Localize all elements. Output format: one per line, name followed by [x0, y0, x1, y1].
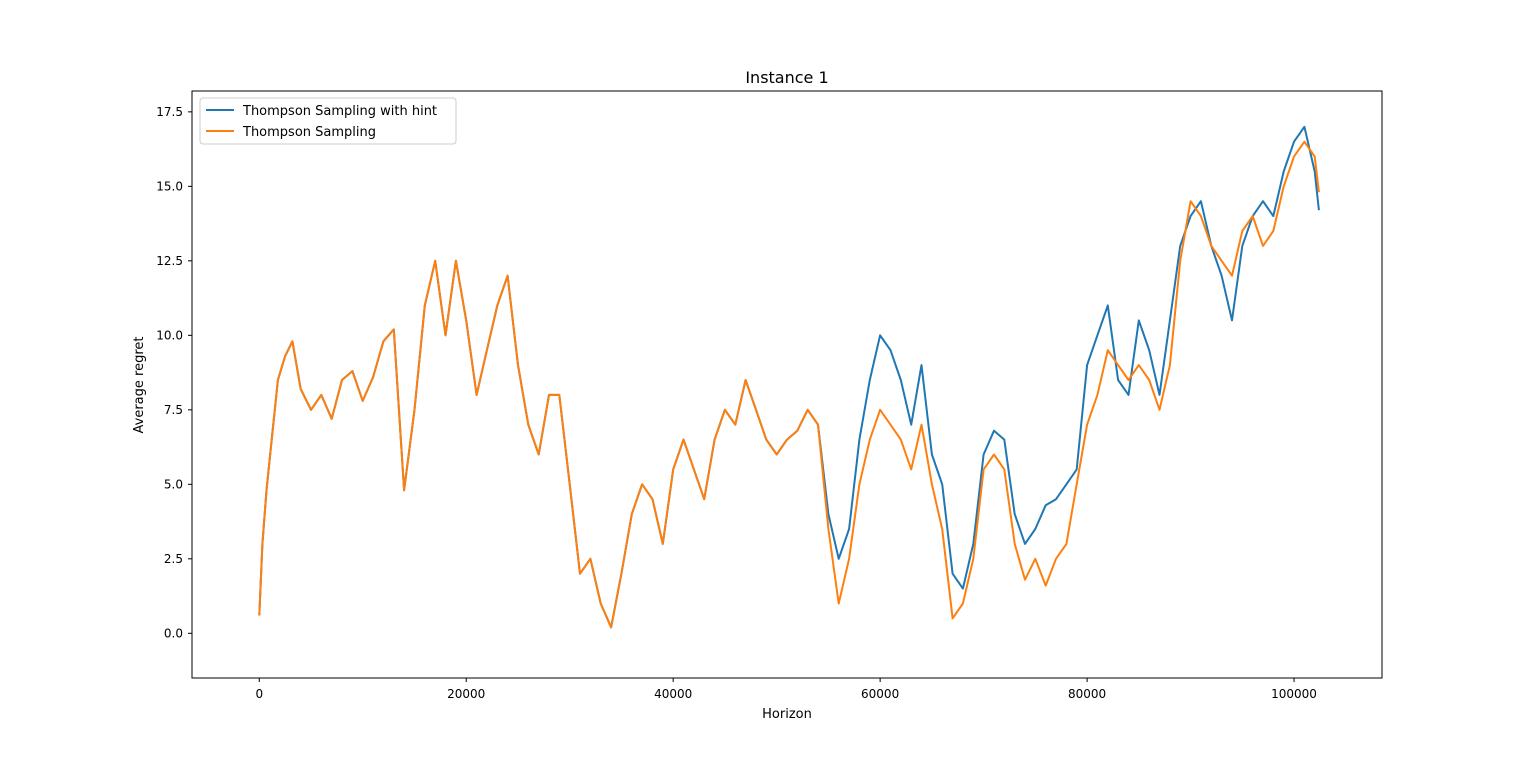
y-tick-label: 2.5 [164, 552, 183, 566]
legend-label-1: Thompson Sampling with hint [242, 104, 437, 119]
y-tick-label: 12.5 [156, 254, 183, 268]
x-tick-label: 100000 [1271, 687, 1317, 701]
x-tick-label: 60000 [861, 687, 899, 701]
y-tick-label: 10.0 [156, 328, 183, 342]
y-tick-label: 5.0 [164, 477, 183, 491]
chart-title: Instance 1 [745, 68, 828, 87]
legend-label-2: Thompson Sampling [242, 125, 376, 140]
legend-box [199, 97, 457, 145]
x-tick-label: 80000 [1068, 687, 1106, 701]
x-tick-label: 40000 [654, 687, 692, 701]
y-axis-label: Average regret [132, 337, 147, 434]
plot-frame [191, 90, 1383, 679]
x-tick-label: 0 [255, 687, 263, 701]
legend: Thompson Sampling with hint Thompson Samp… [199, 97, 457, 145]
x-axis-label: Horizon [762, 707, 812, 722]
x-tick-label: 20000 [447, 687, 485, 701]
y-tick-label: 15.0 [156, 179, 183, 193]
y-tick-label: 17.5 [156, 105, 183, 119]
series-line-2 [258, 140, 1320, 629]
y-tick-label: 7.5 [164, 403, 183, 417]
y-tick-label: 0.0 [164, 626, 183, 640]
